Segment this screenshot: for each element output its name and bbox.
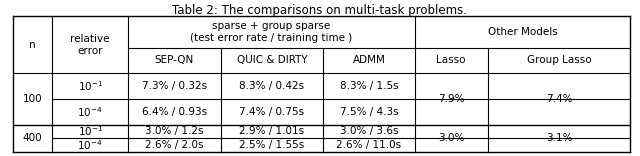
Text: 3.0% / 1.2s: 3.0% / 1.2s	[145, 126, 204, 136]
Text: 7.4%: 7.4%	[546, 94, 572, 104]
Text: relative
error: relative error	[70, 34, 110, 56]
Text: 7.4% / 0.75s: 7.4% / 0.75s	[239, 107, 305, 117]
Text: $10^{-1}$: $10^{-1}$	[77, 79, 103, 93]
Text: sparse + group sparse
(test error rate / training time ): sparse + group sparse (test error rate /…	[190, 21, 353, 43]
Text: 7.9%: 7.9%	[438, 94, 465, 104]
Text: 3.0% / 3.6s: 3.0% / 3.6s	[340, 126, 398, 136]
Text: 400: 400	[23, 133, 42, 143]
Text: 7.5% / 4.3s: 7.5% / 4.3s	[340, 107, 398, 117]
Text: ADMM: ADMM	[353, 55, 385, 66]
Text: 7.3% / 0.32s: 7.3% / 0.32s	[142, 81, 207, 91]
Text: 6.4% / 0.93s: 6.4% / 0.93s	[142, 107, 207, 117]
Text: 3.1%: 3.1%	[546, 133, 572, 143]
Text: QUIC & DIRTY: QUIC & DIRTY	[237, 55, 307, 66]
Text: Table 2: The comparisons on multi-task problems.: Table 2: The comparisons on multi-task p…	[173, 4, 467, 17]
Text: SEP-QN: SEP-QN	[155, 55, 194, 66]
Text: Group Lasso: Group Lasso	[527, 55, 591, 66]
Text: 2.6% / 2.0s: 2.6% / 2.0s	[145, 140, 204, 150]
Text: Other Models: Other Models	[488, 27, 557, 37]
Text: 8.3% / 1.5s: 8.3% / 1.5s	[340, 81, 398, 91]
Text: $10^{-1}$: $10^{-1}$	[77, 124, 103, 138]
Text: 2.6% / 11.0s: 2.6% / 11.0s	[337, 140, 401, 150]
Text: 100: 100	[23, 94, 42, 104]
Text: n: n	[29, 40, 36, 50]
Text: 2.5% / 1.55s: 2.5% / 1.55s	[239, 140, 305, 150]
Text: 8.3% / 0.42s: 8.3% / 0.42s	[239, 81, 305, 91]
Text: 3.0%: 3.0%	[438, 133, 465, 143]
Text: 2.9% / 1.01s: 2.9% / 1.01s	[239, 126, 305, 136]
Text: $10^{-4}$: $10^{-4}$	[77, 105, 103, 119]
Text: $10^{-4}$: $10^{-4}$	[77, 138, 103, 152]
Text: Lasso: Lasso	[436, 55, 466, 66]
